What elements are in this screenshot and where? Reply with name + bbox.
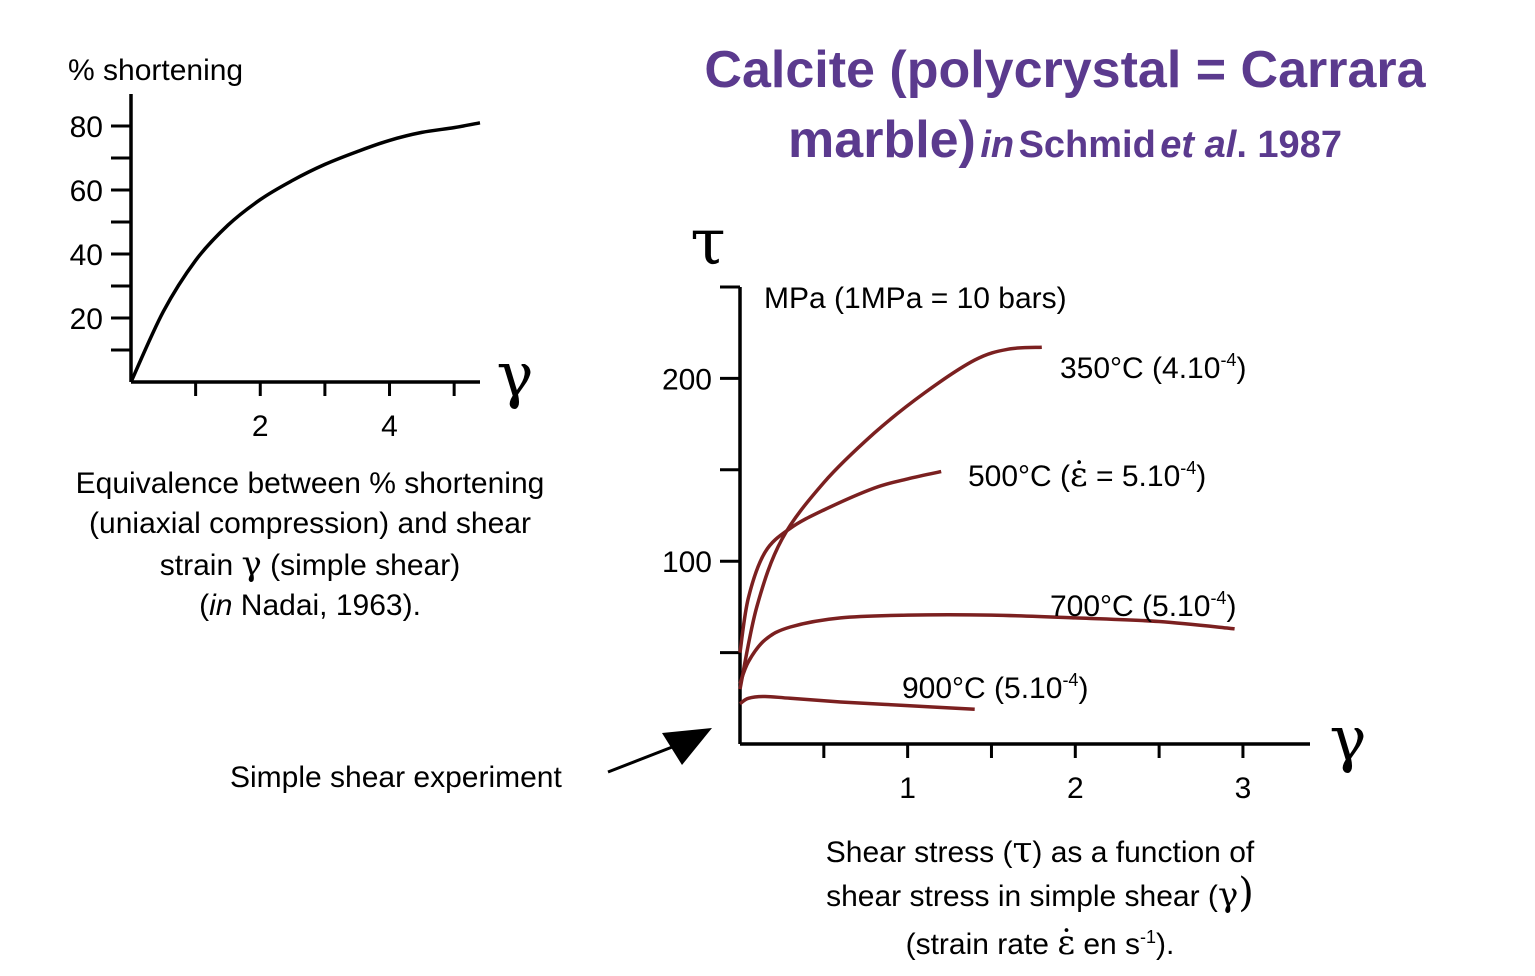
series-label-0: 350°C (4.10-4)	[1060, 350, 1246, 385]
y-tick-label: 80	[70, 111, 103, 144]
shear-stress-chart: 100 200 1 2 3 τ MPa (1MPa = 10 bars) γ 350°C (4.…	[662, 206, 1367, 805]
series-label-mid: = 5.10	[1088, 460, 1181, 493]
curve-series-3	[738, 694, 975, 712]
series-label-end: )	[1226, 590, 1236, 623]
right-caption-epsilon-dot: ε̇	[1057, 923, 1075, 963]
right-caption-function: ) as a function of	[1032, 836, 1255, 869]
series-label-end: )	[1078, 672, 1088, 705]
shortening-curve	[129, 121, 481, 383]
x-tick-label: 4	[381, 410, 398, 443]
y-tick-label: 100	[662, 546, 712, 579]
series-label-2: 700°C (5.10-4)	[1050, 588, 1236, 623]
right-caption-gamma: γ	[1217, 875, 1239, 915]
y-tick-label: 60	[70, 175, 103, 208]
arrow-label: Simple shear experiment	[230, 761, 562, 794]
y-axis-unit: MPa (1MPa = 10 bars)	[764, 282, 1067, 315]
right-caption-sup: -1	[1140, 927, 1157, 947]
right-caption-line1: Shear stress (τ) as a function of	[780, 830, 1300, 873]
right-caption-en-s: en s	[1083, 928, 1141, 961]
x-axis-gamma-label: γ	[1329, 702, 1366, 775]
x-axis-gamma-label: γ	[496, 338, 533, 411]
left-caption-nadai: Nadai, 1963).	[240, 589, 421, 622]
x-tick-label: 3	[1235, 772, 1252, 805]
series-label-main: 700°C (5.10	[1050, 590, 1210, 623]
chart-title-line1: Calcite (polycrystal = Carrara	[600, 38, 1530, 102]
y-tick-label: 20	[70, 303, 103, 336]
arrow-shaft	[607, 742, 681, 774]
right-caption-line2: shear stress in simple shear (γ)	[780, 873, 1300, 917]
chart-title-line2: marble) in Schmid et al. 1987	[600, 108, 1530, 185]
left-caption-line4: (in Nadai, 1963).	[30, 586, 590, 626]
y-tick-label: 200	[662, 363, 712, 396]
left-caption-simple-shear: (simple shear)	[270, 549, 461, 582]
curve-series-2	[738, 613, 1235, 685]
arrow-head	[662, 728, 712, 765]
series-label-3: 900°C (5.10-4)	[902, 670, 1088, 705]
series-label-sup: -4	[1180, 458, 1196, 478]
series-label-main: 350°C (4.10	[1060, 352, 1220, 385]
shortening-chart: 20 40 60 80 2 4 % shortening γ	[68, 54, 534, 443]
left-caption-strain: strain	[159, 549, 234, 582]
x-tick-label: 2	[252, 410, 269, 443]
right-caption: Shear stress (τ) as a function of shear …	[780, 830, 1300, 965]
series-label-sup: -4	[1220, 350, 1236, 370]
right-caption-close: )	[1238, 870, 1254, 916]
x-tick-label: 2	[1067, 772, 1084, 805]
left-caption: Equivalence between % shortening (uniaxi…	[30, 464, 590, 626]
series-label-1: 500°C (ε̇ = 5.10-4)	[968, 455, 1206, 495]
title-author: Schmid	[1018, 124, 1156, 166]
left-caption-paren: (	[199, 589, 210, 622]
left-caption-in: in	[209, 589, 233, 622]
series-label-epsilon-dot: ε̇	[1070, 455, 1088, 495]
series-label-end: )	[1236, 352, 1246, 385]
right-caption-shear-stress: Shear stress (	[825, 836, 1013, 869]
left-caption-line1: Equivalence between % shortening	[75, 467, 545, 500]
title-etal: et al	[1160, 124, 1237, 166]
series-label-end: )	[1196, 460, 1206, 493]
x-tick-label: 1	[899, 772, 916, 805]
series-label-main: 500°C (	[968, 460, 1070, 493]
series-label-sup: -4	[1062, 670, 1078, 690]
y-tick-label: 40	[70, 239, 103, 272]
left-caption-line3: strain γ (simple shear)	[30, 544, 590, 586]
series-label-sup: -4	[1210, 588, 1226, 608]
right-caption-simple-shear: shear stress in simple shear (	[826, 880, 1218, 913]
right-caption-line3: (strain rate ε̇ en s-1).	[780, 917, 1300, 965]
simple-shear-annotation: Simple shear experiment	[230, 728, 712, 794]
y-axis-tau-label: τ	[690, 206, 725, 280]
right-caption-strain-rate: (strain rate	[905, 928, 1049, 961]
right-caption-tau: τ	[1012, 830, 1033, 871]
curve-series-1	[738, 469, 942, 653]
curve-series-0	[738, 345, 1042, 690]
y-axis-label: % shortening	[68, 54, 243, 87]
title-line1-text: Calcite (polycrystal = Carrara	[704, 41, 1426, 99]
title-in: in	[980, 124, 1015, 166]
right-caption-end: ).	[1156, 928, 1175, 961]
title-marble: marble)	[788, 111, 976, 169]
title-year: . 1987	[1236, 124, 1342, 166]
left-caption-line2: (uniaxial compression) and shear	[89, 507, 531, 540]
series-label-main: 900°C (5.10	[902, 672, 1062, 705]
left-caption-gamma: γ	[241, 544, 262, 584]
